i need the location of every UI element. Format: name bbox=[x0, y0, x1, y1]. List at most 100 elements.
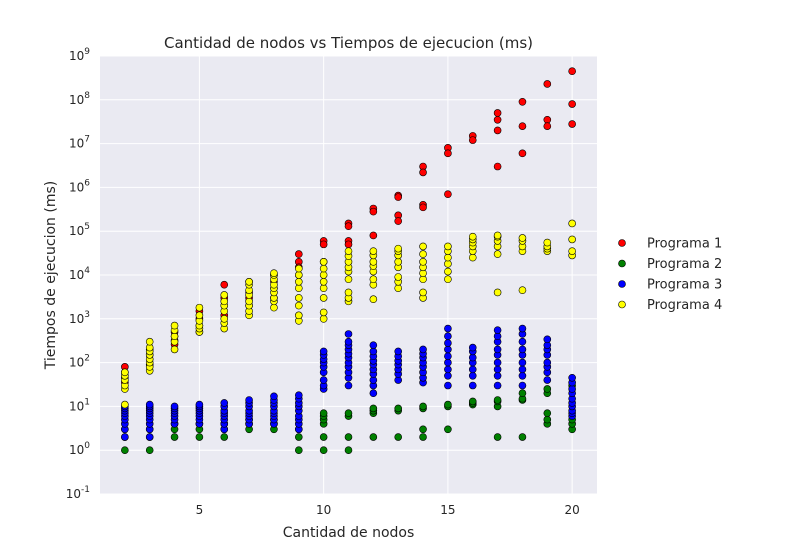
data-point bbox=[568, 219, 576, 228]
data-point bbox=[444, 267, 452, 276]
series-4 bbox=[121, 219, 576, 409]
data-point bbox=[319, 308, 328, 317]
data-point bbox=[468, 371, 477, 380]
data-point bbox=[319, 314, 328, 323]
data-point bbox=[568, 100, 576, 108]
data-point bbox=[468, 365, 477, 374]
data-point bbox=[220, 297, 229, 306]
data-point bbox=[493, 288, 502, 297]
data-point bbox=[444, 253, 452, 262]
data-point bbox=[444, 425, 452, 434]
data-point bbox=[369, 389, 378, 398]
data-point bbox=[121, 433, 129, 441]
y-tick-exponent: 3 bbox=[84, 310, 90, 320]
data-point bbox=[518, 122, 527, 130]
data-point bbox=[419, 242, 427, 251]
data-point bbox=[294, 250, 303, 258]
data-point bbox=[170, 345, 179, 354]
data-point bbox=[518, 337, 527, 346]
y-tick-label: 102 bbox=[69, 354, 90, 370]
y-tick-exponent: 1 bbox=[84, 397, 90, 407]
y-tick-base: 10 bbox=[69, 268, 84, 282]
data-point bbox=[468, 136, 477, 144]
data-point bbox=[195, 303, 204, 312]
y-tick-label: 101 bbox=[69, 397, 90, 413]
data-point bbox=[369, 207, 378, 216]
data-point bbox=[468, 253, 477, 262]
data-point bbox=[419, 250, 427, 258]
data-point bbox=[294, 284, 303, 292]
data-point bbox=[444, 324, 452, 333]
data-point bbox=[444, 365, 452, 374]
data-point bbox=[294, 391, 303, 400]
data-point bbox=[394, 217, 403, 225]
y-tick-base: 10 bbox=[66, 487, 81, 501]
data-point bbox=[344, 247, 353, 255]
y-tick-base: 10 bbox=[69, 443, 84, 457]
data-point bbox=[468, 397, 477, 406]
data-point bbox=[344, 240, 353, 249]
y-axis-label: Tiempos de ejecucion (ms) bbox=[43, 181, 59, 370]
data-point bbox=[518, 433, 527, 441]
y-tick-exponent: 7 bbox=[84, 135, 90, 145]
data-point bbox=[493, 115, 502, 124]
data-point bbox=[394, 193, 403, 201]
data-point bbox=[518, 149, 527, 158]
chart-title: Cantidad de nodos vs Tiempos de ejecucio… bbox=[164, 34, 533, 52]
data-point bbox=[568, 247, 576, 255]
data-point bbox=[245, 297, 253, 306]
data-point bbox=[394, 273, 403, 281]
data-point bbox=[121, 368, 129, 377]
y-tick-base: 10 bbox=[69, 93, 84, 107]
series-2 bbox=[121, 381, 576, 455]
y-tick-exponent: 5 bbox=[84, 222, 90, 232]
data-point bbox=[319, 433, 328, 441]
y-tick-base: 10 bbox=[69, 312, 84, 326]
data-point bbox=[493, 231, 502, 240]
y-tick-label: 10-1 bbox=[66, 485, 90, 501]
data-point bbox=[543, 238, 552, 247]
y-tick-base: 10 bbox=[69, 180, 84, 194]
data-point bbox=[319, 264, 328, 273]
data-point bbox=[294, 446, 303, 455]
data-point bbox=[195, 311, 204, 320]
data-point bbox=[444, 275, 452, 284]
data-point bbox=[195, 400, 204, 409]
data-point bbox=[319, 240, 328, 249]
data-point bbox=[419, 425, 427, 434]
y-tick-label: 103 bbox=[69, 310, 90, 326]
data-point bbox=[493, 358, 502, 367]
data-point bbox=[543, 415, 552, 424]
data-point bbox=[444, 190, 452, 198]
data-point bbox=[419, 288, 427, 297]
data-point bbox=[543, 80, 552, 88]
data-point bbox=[344, 433, 353, 441]
data-point bbox=[220, 399, 229, 407]
data-point bbox=[419, 168, 427, 177]
data-point bbox=[518, 365, 527, 374]
data-point bbox=[220, 291, 229, 299]
y-tick-base: 10 bbox=[69, 399, 84, 413]
data-point bbox=[518, 98, 527, 106]
data-point bbox=[319, 376, 328, 384]
y-tick-label: 109 bbox=[69, 47, 90, 63]
data-point bbox=[220, 280, 229, 289]
data-point bbox=[344, 381, 353, 390]
data-point bbox=[493, 250, 502, 258]
data-point bbox=[493, 345, 502, 354]
points-layer bbox=[121, 67, 576, 455]
data-point bbox=[543, 409, 552, 417]
y-tick-exponent: 8 bbox=[84, 91, 90, 101]
data-point bbox=[369, 404, 378, 413]
data-point bbox=[468, 381, 477, 390]
data-point bbox=[344, 288, 353, 297]
data-point bbox=[518, 389, 527, 398]
data-point bbox=[468, 343, 477, 352]
data-point bbox=[444, 339, 452, 347]
data-point bbox=[394, 284, 403, 292]
data-point bbox=[294, 294, 303, 302]
data-point bbox=[568, 67, 576, 75]
data-point bbox=[493, 326, 502, 334]
data-point bbox=[344, 337, 353, 346]
